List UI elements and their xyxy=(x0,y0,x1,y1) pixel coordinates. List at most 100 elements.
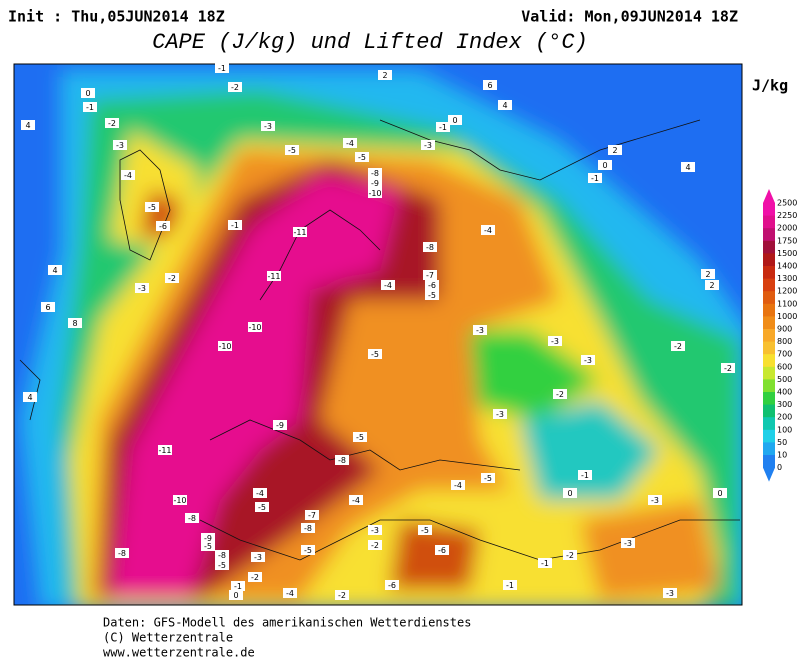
contour-label-box xyxy=(481,225,495,235)
contour-label-text: -6 xyxy=(388,581,396,590)
contour-label: -3 xyxy=(421,140,435,150)
footer-line: (C) Wetterzentrale xyxy=(103,631,233,645)
contour-label: -1 xyxy=(503,580,517,590)
colorbar-band xyxy=(763,228,775,242)
contour-label-box xyxy=(581,355,595,365)
contour-label-box xyxy=(48,265,62,275)
contour-label: 0 xyxy=(713,488,727,498)
contour-label-text: -4 xyxy=(484,226,492,235)
contour-label-text: 4 xyxy=(52,266,57,275)
contour-label-text: -5 xyxy=(484,474,492,483)
contour-label-text: -10 xyxy=(368,189,381,198)
contour-label: -2 xyxy=(335,590,349,600)
colorbar-band xyxy=(763,278,775,292)
contour-label: -3 xyxy=(473,325,487,335)
contour-label-text: -1 xyxy=(439,123,447,132)
contour-label-text: 2 xyxy=(709,281,714,290)
contour-label-text: -3 xyxy=(424,141,432,150)
colorbar-band xyxy=(763,341,775,355)
colorbar-band xyxy=(763,316,775,330)
contour-label-box xyxy=(368,540,382,550)
contour-label-box xyxy=(368,525,382,535)
contour-label: -4 xyxy=(349,495,363,505)
contour-label: 2 xyxy=(378,70,392,80)
contour-label-box xyxy=(228,220,242,230)
contour-label: -5 xyxy=(353,432,367,442)
contour-label-box xyxy=(215,550,229,560)
contour-label: -5 xyxy=(368,349,382,359)
contour-label-box xyxy=(503,580,517,590)
colorbar-label: 1400 xyxy=(777,262,797,271)
colorbar-band xyxy=(763,203,775,217)
contour-label-box xyxy=(493,409,507,419)
contour-label-box xyxy=(563,550,577,560)
contour-label-text: -3 xyxy=(371,526,379,535)
contour-label: -3 xyxy=(663,588,677,598)
contour-label-text: 0 xyxy=(602,161,607,170)
contour-label-text: -2 xyxy=(231,83,239,92)
contour-label-text: -8 xyxy=(118,549,126,558)
map-title: CAPE (J/kg) und Lifted Index (°C) xyxy=(152,30,588,55)
contour-label-box xyxy=(185,513,199,523)
contour-label-text: -8 xyxy=(338,456,346,465)
contour-label: -3 xyxy=(548,336,562,346)
colorbar-label: 900 xyxy=(777,325,792,334)
map-frame xyxy=(13,63,743,606)
contour-label: -2 xyxy=(165,273,179,283)
contour-label: -5 xyxy=(255,502,269,512)
colorbar-band xyxy=(763,404,775,418)
contour-label-text: -5 xyxy=(421,526,429,535)
contour-label-box xyxy=(105,118,119,128)
colorbar-band xyxy=(763,266,775,280)
contour-label: -8 xyxy=(115,548,129,558)
contour-label-box xyxy=(621,538,635,548)
contour-label-box xyxy=(481,473,495,483)
contour-label-box xyxy=(229,590,243,600)
contour-label: -8 xyxy=(215,550,229,560)
contour-label-box xyxy=(273,420,287,430)
contour-label-text: -8 xyxy=(304,524,312,533)
colorbar-label: 200 xyxy=(777,413,792,422)
contour-label: -2 xyxy=(553,389,567,399)
contour-label: -10 xyxy=(173,495,187,505)
cape-band xyxy=(110,175,400,600)
contour-label-text: -10 xyxy=(248,323,261,332)
contour-label-text: -2 xyxy=(556,390,564,399)
contour-label: -11 xyxy=(267,271,281,281)
contour-label-text: -8 xyxy=(426,243,434,252)
colorbar-label: 500 xyxy=(777,375,792,384)
contour-label: -2 xyxy=(563,550,577,560)
contour-label: -5 xyxy=(285,145,299,155)
contour-label-box xyxy=(215,63,229,73)
contour-label-text: -1 xyxy=(231,221,239,230)
contour-label-box xyxy=(483,80,497,90)
contour-label-box xyxy=(671,341,685,351)
contour-label: -2 xyxy=(228,82,242,92)
contour-label-text: -10 xyxy=(173,496,186,505)
contour-label-text: 2 xyxy=(382,71,387,80)
contour-label: -3 xyxy=(621,538,635,548)
contour-label-box xyxy=(421,140,435,150)
colorbar-band xyxy=(763,253,775,267)
contour-label: -1 xyxy=(436,122,450,132)
contour-label: -6 xyxy=(425,280,439,290)
contour-label-box xyxy=(301,545,315,555)
contour-label: -7 xyxy=(423,270,437,280)
contour-label-box xyxy=(201,533,215,543)
contour-label: -4 xyxy=(121,170,135,180)
contour-label-box xyxy=(335,590,349,600)
contour-label: -1 xyxy=(588,173,602,183)
contour-label-box xyxy=(578,470,592,480)
contour-label: -9 xyxy=(273,420,287,430)
contour-label-text: -3 xyxy=(624,539,632,548)
contour-label-box xyxy=(343,138,357,148)
contour-label-text: 4 xyxy=(27,393,32,402)
contour-label: -2 xyxy=(368,540,382,550)
contour-label-box xyxy=(436,122,450,132)
colorbar-label: 2250 xyxy=(777,211,797,220)
contour-label-text: 0 xyxy=(717,489,722,498)
contour-label: -6 xyxy=(385,580,399,590)
contour-label: -2 xyxy=(721,363,735,373)
contour-label-text: -3 xyxy=(138,284,146,293)
